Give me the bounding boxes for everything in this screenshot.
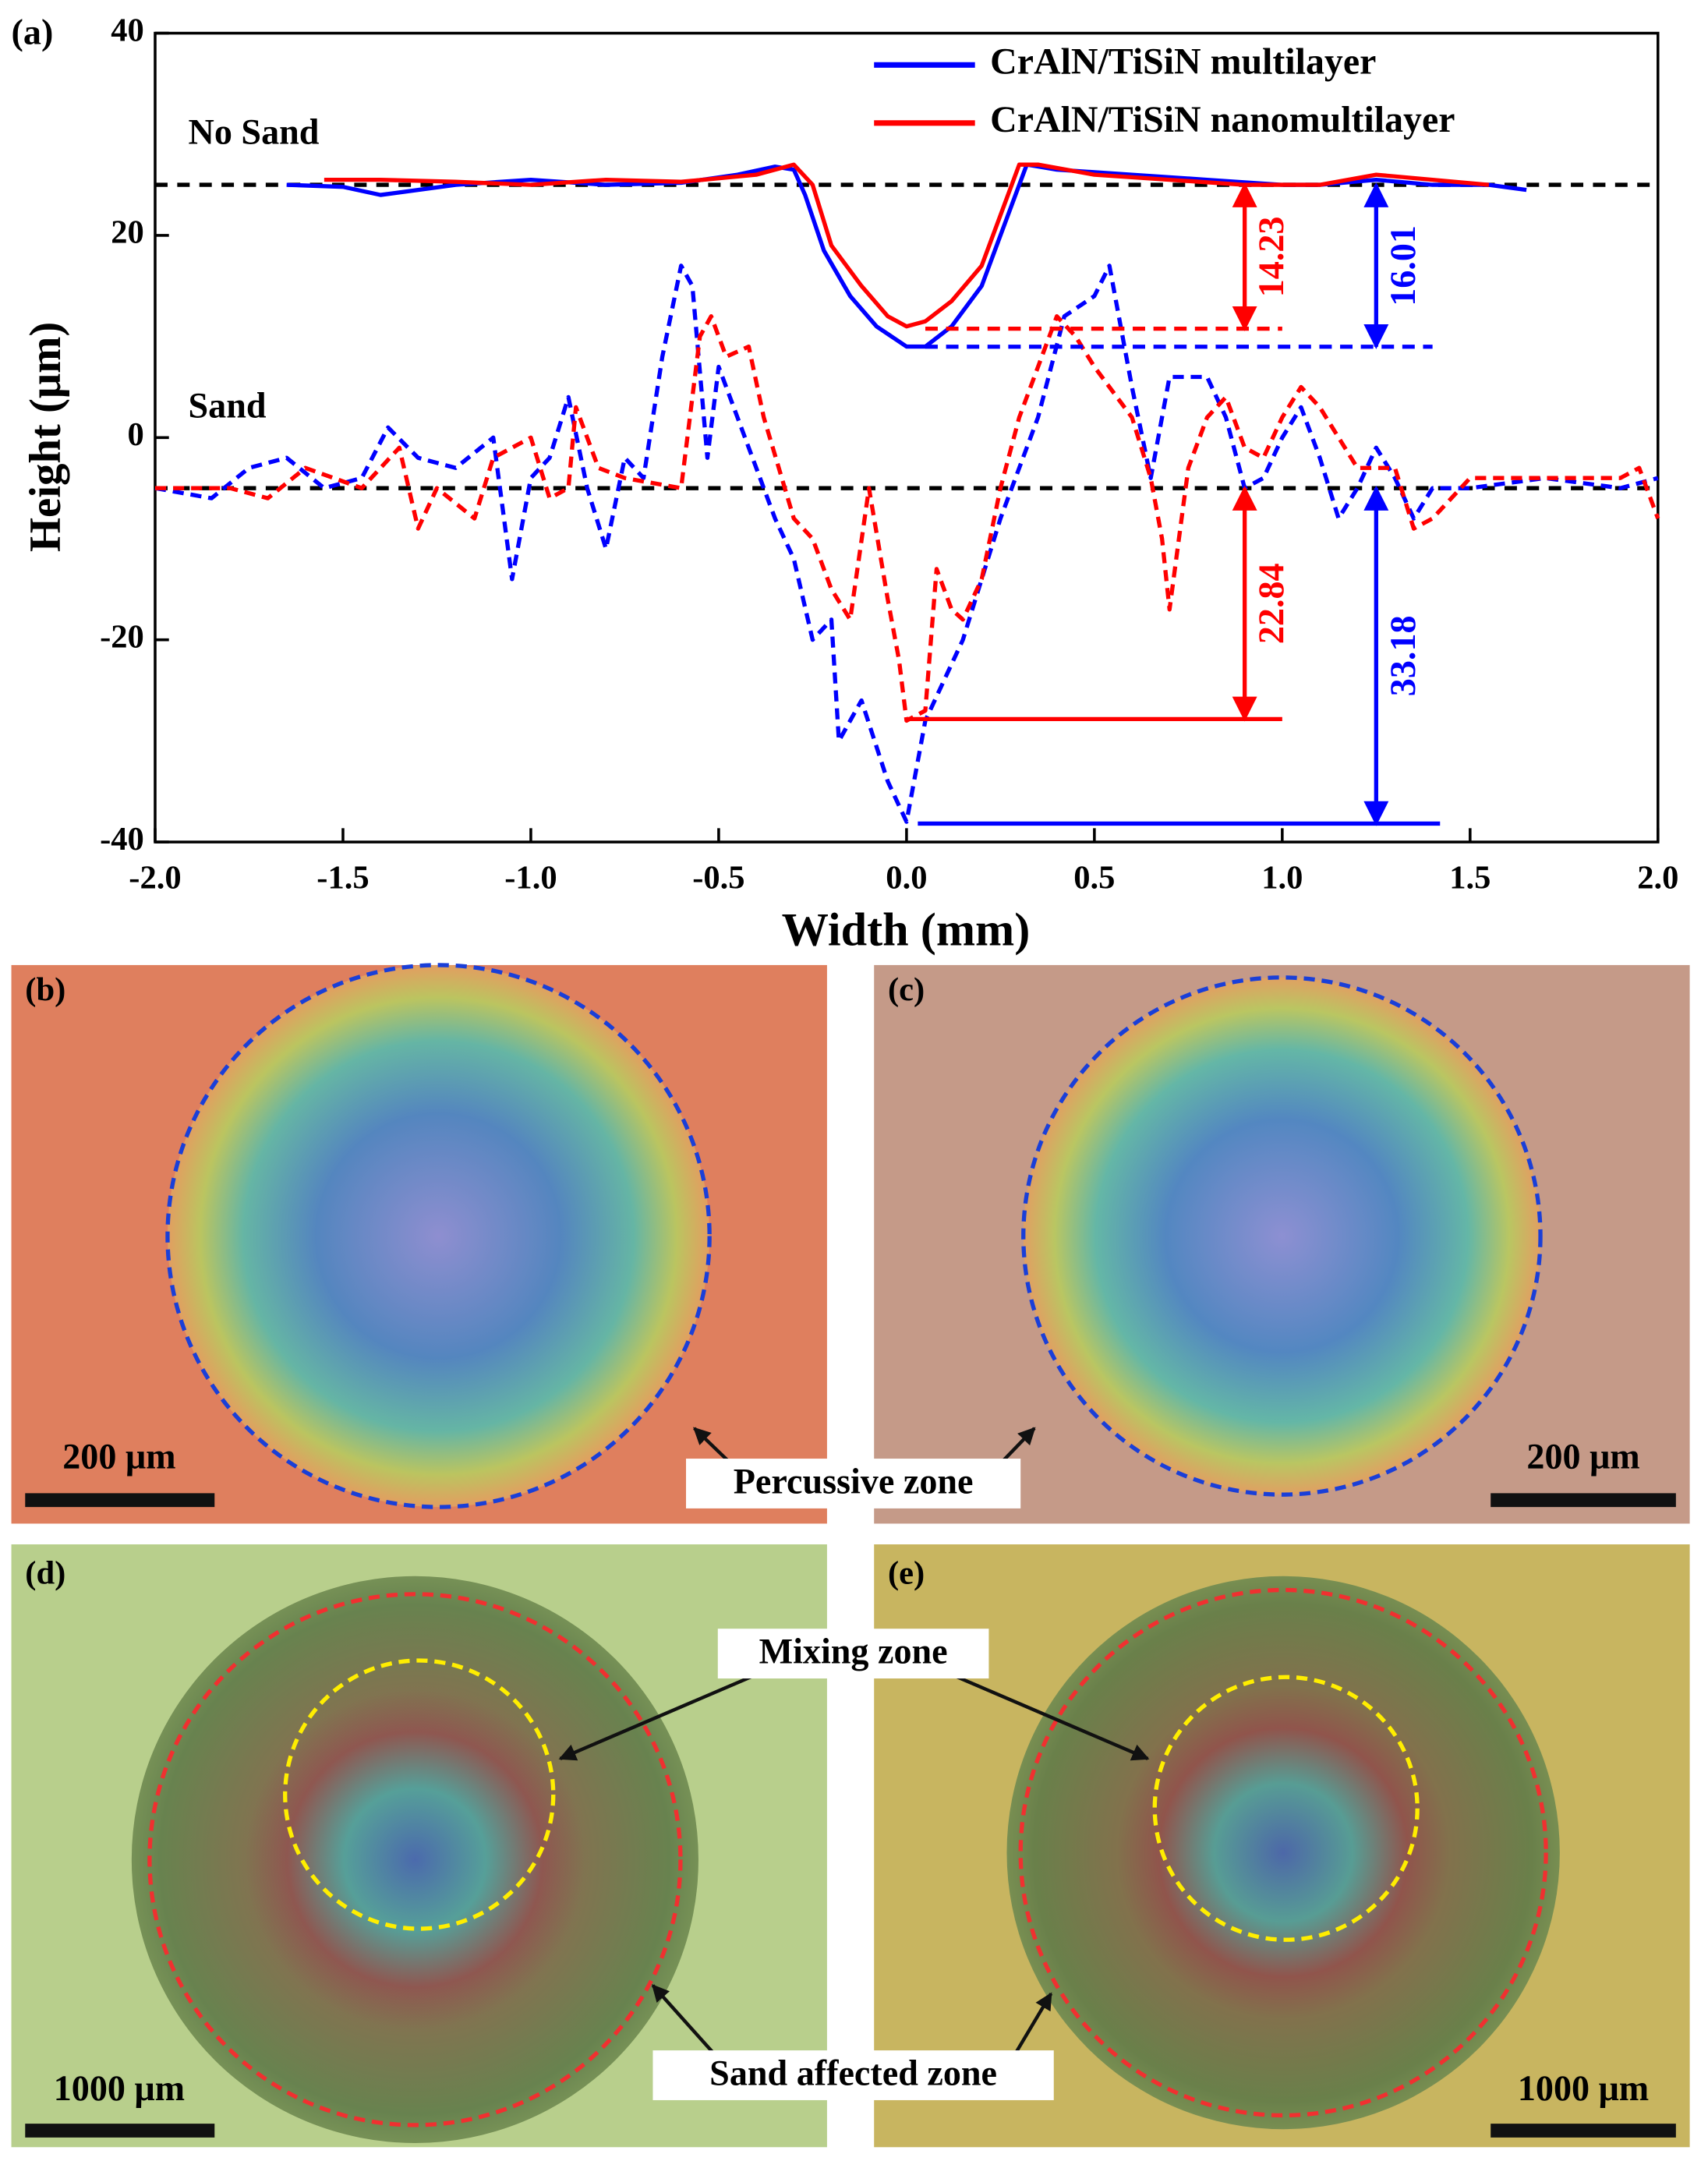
callout: Mixing zone	[759, 1631, 948, 1671]
panel-e	[874, 1544, 1690, 2148]
panel-d	[11, 1544, 827, 2148]
annotation: Sand	[189, 386, 267, 426]
scale-label: 200 μm	[62, 1436, 175, 1476]
y-tick-label: 0	[128, 416, 144, 453]
x-tick-label: -1.0	[504, 859, 557, 896]
series-line	[154, 314, 1660, 723]
callout: Percussive zone	[734, 1461, 974, 1501]
scale-bar	[25, 2124, 215, 2138]
x-tick-label: -0.5	[692, 859, 744, 896]
annotation: No Sand	[189, 111, 320, 151]
panel-label: (b)	[25, 971, 65, 1008]
panel-label: (d)	[25, 1555, 65, 1592]
panel-label: (e)	[888, 1555, 925, 1592]
y-tick-label: 20	[111, 214, 144, 251]
y-tick-label: -20	[100, 618, 144, 655]
depth-label: 33.18	[1383, 615, 1423, 696]
x-tick-label: 1.5	[1449, 859, 1491, 896]
x-axis-label: Width (mm)	[782, 904, 1031, 957]
scale-bar	[1491, 1493, 1676, 1508]
depth-label: 14.23	[1251, 216, 1291, 297]
callout-box	[717, 1629, 989, 1679]
callout-box	[686, 1459, 1021, 1508]
y-tick-label: 40	[111, 12, 144, 48]
depth-label: 16.01	[1383, 225, 1423, 306]
callout-box	[652, 2050, 1054, 2100]
panel-c	[874, 964, 1690, 1524]
x-tick-label: -2.0	[129, 859, 181, 896]
x-tick-label: 0.5	[1073, 859, 1115, 896]
scale-label: 1000 μm	[54, 2068, 185, 2108]
x-tick-label: 0.0	[886, 859, 927, 896]
scale-bar	[25, 1493, 215, 1508]
x-tick-label: 2.0	[1637, 859, 1678, 896]
panel-b	[11, 963, 827, 1524]
callout-arrows	[558, 1427, 1150, 2053]
scale-label: 200 μm	[1526, 1436, 1639, 1476]
x-tick-label: -1.5	[316, 859, 369, 896]
series-line	[324, 162, 1490, 329]
scale-bar	[1491, 2124, 1676, 2138]
panel-label: (a)	[12, 12, 54, 52]
legend-label: CrAlN/TiSiN nanomultilayer	[990, 99, 1455, 140]
y-axis-label: Height (μm)	[21, 322, 70, 552]
y-tick-label: -40	[100, 821, 144, 858]
legend-label: CrAlN/TiSiN multilayer	[990, 41, 1376, 82]
callout: Sand affected zone	[709, 2053, 997, 2092]
panel-label: (c)	[888, 971, 925, 1008]
scale-label: 1000 μm	[1518, 2068, 1649, 2108]
depth-label: 22.84	[1251, 563, 1291, 644]
x-tick-label: 1.0	[1261, 859, 1303, 896]
